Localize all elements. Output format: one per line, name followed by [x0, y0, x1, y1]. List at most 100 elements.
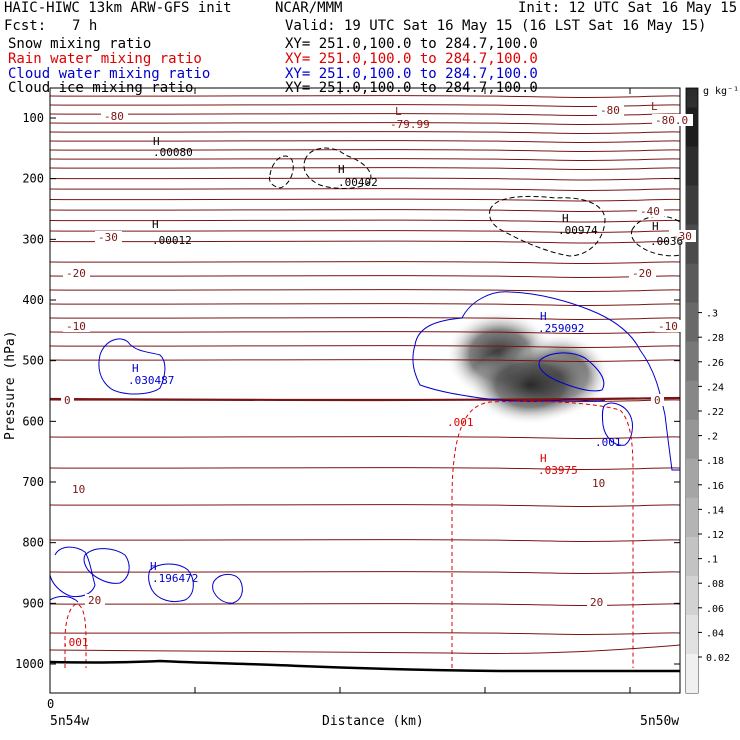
cloud-water-contours: [50, 291, 680, 604]
colorbar-tick-label: .22: [706, 407, 724, 418]
colorbar-tick-label: .3: [706, 309, 718, 320]
isotherm-label-bg: [652, 114, 693, 126]
snow-shading: [445, 310, 610, 425]
isotherm-label: -40: [640, 205, 660, 218]
isotherm-line: [50, 131, 680, 135]
colorbar-step: [686, 146, 698, 186]
isotherm-label-bg: [101, 110, 128, 122]
isotherm-line: [50, 539, 680, 543]
isotherm-label: -30: [98, 231, 118, 244]
colorbar-tick-label: .24: [706, 382, 724, 393]
surface-isotherm: [50, 644, 680, 654]
isotherm-label: -80: [104, 110, 124, 123]
header-title: HAIC-HIWC 13km ARW-GFS init: [4, 0, 232, 16]
y-tick-label: 500: [22, 354, 44, 368]
extremum-high-marker: H: [153, 135, 160, 148]
extremum-value: .196472: [152, 572, 198, 585]
extremum-value: .00974: [558, 224, 598, 237]
isotherm-label: -10: [658, 320, 678, 333]
y-tick-label: 100: [22, 111, 44, 125]
contour-label: .001: [447, 416, 474, 429]
extremum-high-marker: H: [652, 220, 659, 233]
colorbar-ticks: 0.02 .04 .06 .08 .1 .12 .14 .16 .18 .2 .22 .24 .26 .2…: [698, 309, 730, 664]
colorbar-unit: g kg⁻¹: [703, 86, 739, 97]
extremum-value: .259092: [538, 322, 584, 335]
field-snow-xy: XY= 251.0,100.0 to 284.7,100.0: [285, 36, 538, 52]
x-zero-label: 0: [47, 697, 54, 711]
header-fcst-value: 7 h: [72, 18, 98, 34]
isotherm-line: [50, 198, 680, 202]
isotherm-label-bg: [587, 596, 607, 608]
isotherm-label-bg: [655, 320, 682, 332]
extremum-value: .00012: [152, 234, 192, 247]
isotherm-lines: [50, 95, 680, 636]
y-tick-label: 800: [22, 536, 44, 550]
extremum-high-marker: H: [540, 452, 547, 465]
isotherm-label: 10: [72, 483, 85, 496]
isotherm-label: -10: [66, 320, 86, 333]
colorbar-step: [686, 614, 698, 654]
field-cloud-water-name: Cloud water mixing ratio: [8, 66, 211, 82]
isotherm-line: [50, 122, 680, 126]
y-tick-label: 1000: [15, 657, 44, 671]
isotherm-line: [50, 104, 680, 108]
isotherm-line: [50, 571, 680, 575]
isotherm-label: -20: [66, 267, 86, 280]
isotherm-label-bg: [669, 230, 696, 242]
isotherm-line: [50, 95, 680, 99]
isotherm-line: [50, 167, 680, 171]
extremum-value: .00402: [338, 176, 378, 189]
extremum-value: .03975: [538, 464, 578, 477]
colorbar-tick-label: .14: [706, 505, 724, 516]
colorbar-step: [686, 302, 698, 342]
plot-frame: [49, 87, 681, 694]
isotherm-line: [50, 158, 680, 162]
isotherm-line: [50, 359, 680, 363]
isotherm-label-bg: [61, 394, 74, 406]
field-rain-xy: XY= 251.0,100.0 to 284.7,100.0: [285, 51, 538, 67]
isotherm-line: [50, 209, 680, 213]
colorbar-tick-label: .16: [706, 481, 724, 492]
isotherm-line: [50, 467, 680, 471]
isotherm-label: -20: [632, 267, 652, 280]
isotherm-label: 0: [654, 394, 661, 407]
colorbar-tick-label: .08: [706, 579, 724, 590]
extremum-high-marker: H: [338, 163, 345, 176]
isotherm-label: 20: [88, 594, 101, 607]
isotherm-label-bg: [637, 205, 664, 217]
isotherm-line: [50, 632, 680, 636]
isotherm-line: [50, 504, 680, 508]
colorbar-tick-label: 0.02: [706, 653, 730, 664]
colorbar-step: [686, 380, 698, 420]
extremum-low-marker: L: [651, 100, 658, 113]
contour-label: .001: [62, 636, 89, 649]
isotherm-line: [50, 113, 680, 117]
isotherm-label: 10: [592, 477, 605, 490]
extremum-high-marker: H: [132, 362, 139, 375]
isotherm-label-bg: [85, 594, 105, 606]
extremum-value: .030487: [128, 374, 174, 387]
extremum-value: -79.99: [390, 118, 430, 131]
isotherm-label: -80.0: [655, 114, 688, 127]
isotherm-label-bg: [63, 320, 90, 332]
extremum-value: .00080: [153, 146, 193, 159]
isotherm-line: [50, 240, 680, 244]
colorbar-tick-label: .04: [706, 628, 724, 639]
colorbar-tick-label: .26: [706, 358, 724, 369]
y-tick-label: 200: [22, 172, 44, 186]
isotherm-line: [50, 149, 680, 153]
colorbar-tick-label: .28: [706, 333, 724, 344]
isotherm-label: 20: [590, 596, 603, 609]
colorbar-steps: [686, 107, 698, 693]
y-tick-label: 400: [22, 293, 44, 307]
colorbar-step: [686, 185, 698, 225]
colorbar-tick-label: .1: [706, 555, 718, 566]
isotherm-line: [50, 140, 680, 144]
x-right-label: 5n50w: [640, 714, 679, 729]
isotherm-label-bg: [69, 483, 89, 495]
x-axis-ticks: [49, 88, 631, 693]
field-snow-name: Snow mixing ratio: [8, 36, 152, 52]
colorbar-step: [686, 458, 698, 498]
isotherm-line: [50, 177, 680, 181]
rain-water-contours: [64, 400, 634, 668]
